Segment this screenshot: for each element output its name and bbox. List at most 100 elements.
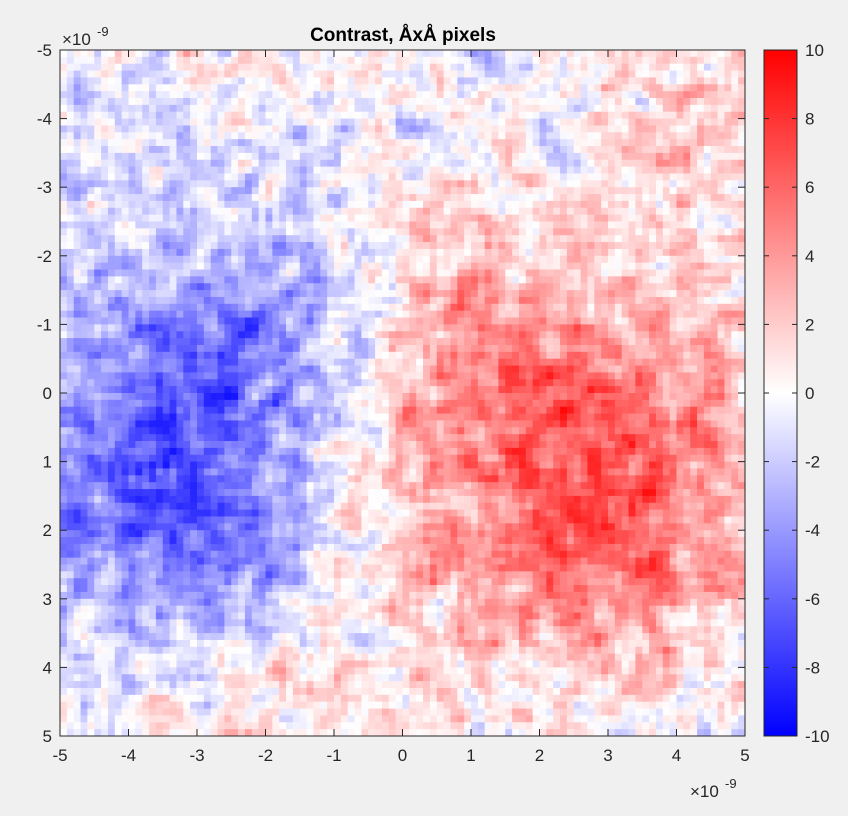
heatmap-cell [272,338,280,346]
heatmap-cell [183,338,191,346]
heatmap-cell [710,194,718,202]
heatmap-cell [66,386,75,394]
heatmap-cell [573,118,581,126]
heatmap-cell [224,91,232,99]
heatmap-cell [443,194,451,202]
heatmap-cell [101,386,109,394]
heatmap-cell [703,98,712,106]
heatmap-cell [347,379,355,387]
heatmap-cell [738,303,746,312]
heatmap-cell [375,194,383,202]
heatmap-cell [155,242,164,250]
heatmap-cell [457,180,465,188]
heatmap-cell [621,104,629,113]
heatmap-cell [217,173,225,181]
heatmap-cell [594,166,602,174]
heatmap-cell [402,104,410,113]
heatmap-cell [327,104,335,113]
heatmap-cell [717,331,725,339]
heatmap-cell [334,194,342,202]
heatmap-cell [128,70,136,78]
heatmap-cell [443,228,451,236]
heatmap-cell [395,255,403,264]
heatmap-cell [121,77,129,85]
heatmap-cell [354,269,362,277]
heatmap-cell [621,200,629,209]
heatmap-cell [649,125,657,133]
heatmap-cell [443,111,451,119]
heatmap-cell [491,125,499,133]
heatmap-cell [162,262,170,270]
heatmap-cell [710,296,718,305]
heatmap-cell [655,187,664,195]
heatmap-cell [443,242,451,250]
heatmap-cell [190,338,198,346]
heatmap-cell [601,324,609,332]
heatmap-cell [155,91,164,99]
heatmap-cell [217,207,225,216]
heatmap-cell [690,200,698,209]
heatmap-cell [66,91,75,99]
heatmap-cell [299,166,307,174]
heatmap-cell [388,173,397,181]
heatmap-cell [450,56,458,65]
heatmap-cell [457,283,465,291]
heatmap-cell [101,262,109,270]
heatmap-cell [340,351,349,360]
heatmap-cell [621,84,629,92]
heatmap-cell [94,372,102,380]
heatmap-cell [313,132,321,140]
heatmap-cell [190,187,198,195]
heatmap-cell [217,344,225,353]
heatmap-cell [573,317,581,325]
heatmap-cell [587,207,595,216]
heatmap-cell [162,70,170,78]
heatmap-cell [66,125,75,133]
heatmap-cell [580,152,588,161]
heatmap-cell [197,276,205,284]
heatmap-cell [484,338,492,346]
heatmap-cell [676,63,684,71]
heatmap-cell [690,221,698,229]
heatmap-cell [299,200,307,209]
heatmap-cell [594,139,602,147]
heatmap-cell [217,235,225,243]
heatmap-cell [313,344,321,353]
heatmap-cell [292,77,301,85]
heatmap-cell [409,50,417,58]
heatmap-cell [381,242,390,250]
heatmap-cell [512,248,520,257]
heatmap-cell [340,146,349,154]
heatmap-cell [471,310,479,318]
heatmap-cell [217,358,225,366]
heatmap-cell [628,139,636,147]
heatmap-cell [73,187,81,195]
heatmap-cell [395,104,403,113]
heatmap-cell [265,70,273,78]
heatmap-cell [388,255,397,264]
heatmap-cell [334,77,342,85]
heatmap-cell [375,338,383,346]
heatmap-cell [251,379,260,387]
heatmap-cell [354,228,362,236]
heatmap-cell [107,351,116,360]
heatmap-cell [491,56,499,65]
heatmap-cell [265,310,273,318]
heatmap-cell [436,269,444,277]
heatmap-cell [642,344,650,353]
heatmap-cell [457,132,465,140]
heatmap-cell [518,91,527,99]
heatmap-cell [669,310,677,318]
heatmap-cell [361,290,369,298]
heatmap-cell [457,303,465,312]
heatmap-cell [286,262,294,270]
heatmap-cell [484,159,492,168]
heatmap-cell [60,386,68,394]
heatmap-cell [642,386,650,394]
heatmap-cell [231,338,239,346]
heatmap-cell [217,290,225,298]
heatmap-cell [340,296,349,305]
heatmap-cell [560,125,568,133]
heatmap-cell [306,194,314,202]
heatmap-cell [327,70,335,78]
